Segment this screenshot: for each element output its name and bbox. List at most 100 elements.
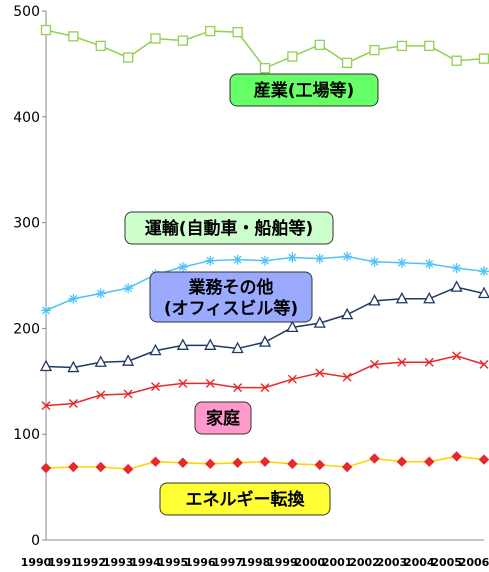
data-point [396,456,408,467]
data-point [314,253,325,264]
data-point [287,252,298,263]
annotation-bg [194,401,252,435]
data-point [151,382,160,392]
data-point [122,354,135,366]
y-tick-label: 200 [13,321,40,337]
data-point [315,368,325,378]
annotation-bg [124,211,334,245]
x-tick-label: 2000 [294,556,325,569]
data-point [233,383,243,393]
data-point [260,255,270,266]
data-point [451,451,462,462]
x-tick-label: 1999 [267,556,298,569]
y-tick-label: 0 [31,533,40,549]
data-point [41,401,51,411]
data-point [178,378,188,388]
annotation-bg [159,482,331,516]
data-point [369,256,380,267]
data-point [370,359,379,369]
data-point [68,461,79,473]
data-point [424,456,435,467]
data-point [260,383,270,393]
y-tick-label: 300 [13,216,40,232]
data-point [479,359,489,369]
x-tick-label: 2001 [322,556,353,569]
series-4 [40,451,489,475]
data-point [477,286,489,299]
data-point [452,351,462,361]
data-point [67,360,80,373]
series-1 [41,251,489,316]
data-point [287,51,298,62]
data-point [313,316,326,328]
x-tick-label: 2002 [349,556,380,569]
data-point [341,307,354,320]
data-point [150,456,161,467]
annotation-box-2: 業務その他(オフィスビル等) [149,271,313,323]
annotation-bg [149,271,313,323]
data-point [314,39,325,51]
data-point [369,44,380,56]
data-point [232,254,243,265]
data-point [341,57,353,68]
data-point [205,25,216,37]
data-point [205,458,216,470]
series-2 [39,280,489,373]
y-tick-label: 400 [13,110,40,126]
annotation-box-3: 家庭 [194,401,252,435]
x-tick-label: 2004 [404,556,435,569]
annotation-label-line2: (オフィスビル等) [164,298,298,319]
data-point [368,293,381,306]
data-point [258,335,272,347]
annotation-box-4: エネルギー転換 [159,482,331,516]
data-point [204,338,217,350]
x-tick-label: 1994 [130,556,161,569]
data-point [259,62,271,74]
y-tick-label: 500 [13,4,40,20]
annotation-label: エネルギー転換 [186,489,306,510]
data-point [68,293,79,304]
annotation-box-0: 産業(工場等) [229,73,379,107]
data-point [150,33,161,44]
data-point [451,55,462,66]
x-tick-label: 1996 [185,556,216,569]
data-point [177,457,189,468]
x-tick-label: 2006 [459,556,489,569]
data-point [259,456,271,467]
data-point [41,305,51,316]
data-point [123,389,133,399]
data-point [96,390,106,400]
axes: 0 100 200 300 400 500 199019911992199319941995… [13,4,489,569]
data-point [123,283,134,294]
series-line [45,29,485,70]
data-point [232,27,243,38]
series-0 [40,24,489,74]
data-point [122,52,134,63]
annotation-label: 業務その他 [189,277,274,298]
annotation-layer: 産業(工場等) 運輸(自動車・船舶等) 業務その他(オフィスビル等) 家庭エネルギー転… [124,73,379,516]
data-point [39,359,53,372]
data-point [177,35,189,46]
data-point [287,458,298,470]
data-point [397,357,407,367]
x-tick-label: 2003 [377,556,408,569]
data-point [232,457,243,468]
data-point [342,251,353,262]
data-point [478,53,489,64]
data-point [450,280,463,292]
data-point [177,262,188,273]
data-point [341,461,353,473]
y-tick-label: 100 [13,427,40,443]
data-point [40,24,52,36]
data-point [286,320,299,332]
data-point [40,462,52,474]
data-point [424,357,434,367]
x-tick-label: 1992 [75,556,106,569]
data-point [68,31,79,42]
data-point [94,355,107,367]
annotation-label: 家庭 [206,408,240,429]
series-line [45,355,485,407]
series-3 [41,351,489,411]
data-point [68,399,78,409]
